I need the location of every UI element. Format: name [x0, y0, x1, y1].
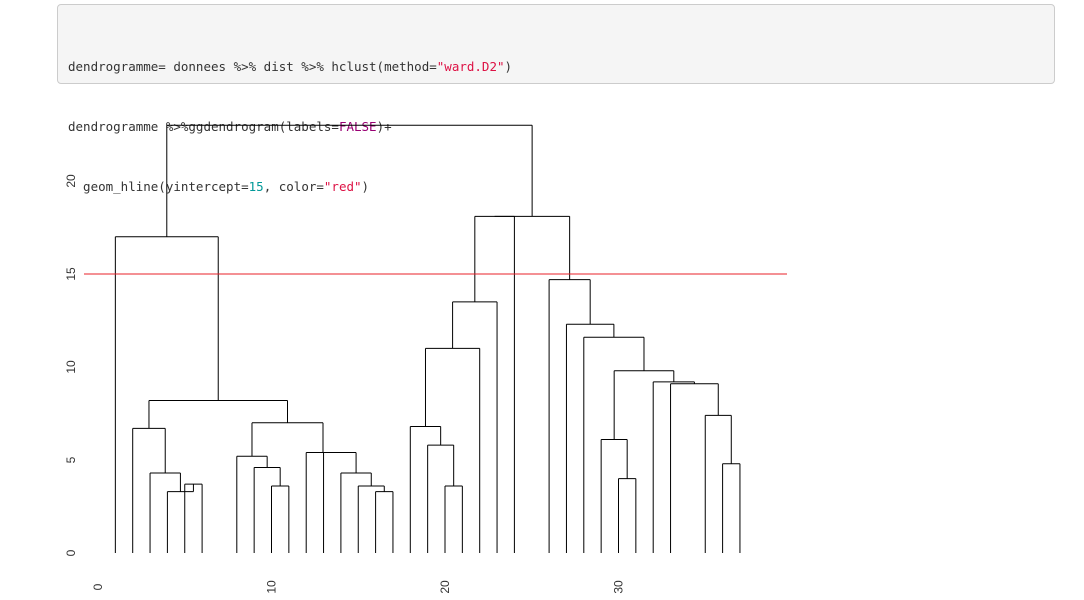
code-token: ) — [361, 179, 370, 194]
dendrogram-tree — [114, 124, 741, 553]
code-token: geom_hline(yintercept= — [68, 179, 249, 194]
code-line-3: geom_hline(yintercept=15, color="red") — [68, 177, 1044, 197]
dendrogram-plot: 0 5 10 15 20 0 10 20 30 — [64, 124, 787, 594]
code-str-token: "red" — [323, 179, 362, 194]
x-tick-label: 30 — [612, 580, 626, 594]
y-tick-label: 15 — [64, 267, 78, 281]
code-token: ) — [504, 59, 513, 74]
y-tick-label: 20 — [64, 174, 78, 188]
code-chunk: dendrogramme= donnees %>% dist %>% hclus… — [57, 4, 1055, 194]
code-token: , color= — [263, 179, 324, 194]
y-tick-label: 10 — [64, 360, 78, 374]
y-tick-label: 0 — [64, 549, 78, 556]
code-token: dendrogramme= donnees %>% dist %>% hclus… — [68, 59, 437, 74]
code-line-1: dendrogramme= donnees %>% dist %>% hclus… — [68, 57, 1044, 77]
code-bool-token: FALSE — [338, 119, 377, 134]
x-tick-label: 10 — [265, 580, 279, 594]
code-line-2: dendrogramme %>%ggdendrogram(labels=FALS… — [68, 117, 1044, 137]
code-token: )+ — [376, 119, 392, 134]
code-str-token: "ward.D2" — [436, 59, 505, 74]
y-axis: 0 5 10 15 20 — [64, 174, 78, 556]
code-token: dendrogramme %>%ggdendrogram(labels= — [68, 119, 339, 134]
y-tick-label: 5 — [64, 456, 78, 463]
x-axis: 0 10 20 30 — [91, 580, 626, 594]
code-num-token: 15 — [248, 179, 264, 194]
x-tick-label: 20 — [438, 580, 452, 594]
x-tick-label: 0 — [91, 583, 105, 590]
